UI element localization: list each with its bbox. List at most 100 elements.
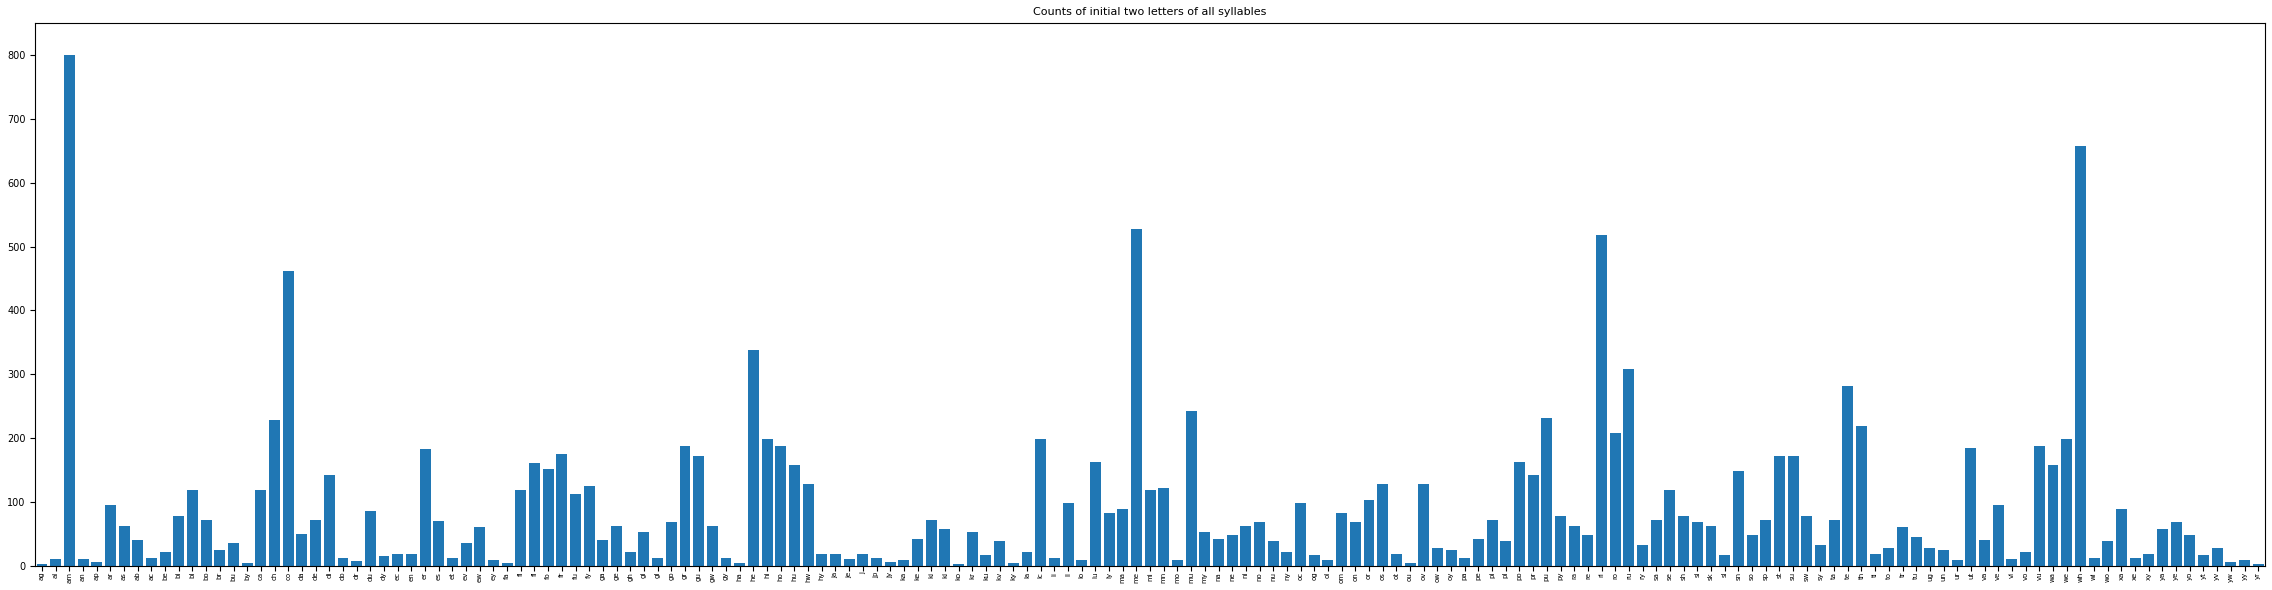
Bar (2033, 445, 2045, 566)
Bar (1679, 516, 1688, 566)
Bar (105, 505, 116, 566)
Bar (1322, 560, 1334, 566)
Bar (1952, 560, 1963, 566)
Bar (434, 521, 445, 566)
Bar (145, 558, 157, 566)
Bar (1993, 505, 2004, 566)
Bar (1788, 456, 1799, 566)
Bar (1050, 558, 1059, 566)
Bar (1897, 527, 1908, 566)
Bar (1597, 235, 1606, 566)
Bar (1693, 522, 1702, 566)
Bar (393, 554, 402, 566)
Bar (186, 490, 198, 566)
Bar (132, 540, 143, 566)
Bar (1091, 462, 1102, 566)
Bar (1241, 526, 1252, 566)
Bar (1924, 548, 1936, 566)
Bar (2254, 563, 2263, 566)
Bar (995, 541, 1004, 566)
Bar (1295, 503, 1306, 566)
Bar (1022, 552, 1031, 566)
Bar (1581, 535, 1593, 566)
Bar (2102, 541, 2113, 566)
Bar (1611, 433, 1620, 566)
Bar (325, 475, 334, 566)
Bar (720, 558, 732, 566)
Bar (475, 527, 486, 566)
Bar (1624, 369, 1634, 566)
Bar (829, 554, 841, 566)
Bar (761, 439, 772, 566)
Bar (2047, 465, 2058, 566)
Bar (1377, 484, 1388, 566)
Bar (1870, 554, 1881, 566)
Bar (1459, 558, 1470, 566)
Bar (968, 532, 977, 566)
Bar (91, 562, 102, 566)
Bar (802, 484, 813, 566)
Bar (379, 556, 389, 566)
Bar (1568, 526, 1579, 566)
Bar (1445, 550, 1456, 566)
Bar (870, 558, 882, 566)
Bar (1513, 462, 1525, 566)
Bar (1009, 563, 1018, 566)
Bar (200, 520, 211, 566)
Bar (1309, 555, 1320, 566)
Bar (1527, 475, 1538, 566)
Bar (1734, 471, 1745, 566)
Bar (268, 420, 279, 566)
Bar (707, 526, 718, 566)
Bar (982, 555, 991, 566)
Bar (1540, 418, 1552, 566)
Bar (1404, 563, 1415, 566)
Bar (693, 456, 704, 566)
Bar (1500, 541, 1511, 566)
Bar (1077, 560, 1088, 566)
Bar (1172, 560, 1184, 566)
Bar (1104, 513, 1116, 566)
Bar (2020, 552, 2031, 566)
Bar (666, 522, 677, 566)
Bar (954, 563, 963, 566)
Bar (897, 560, 909, 566)
Bar (734, 563, 745, 566)
Bar (1268, 541, 1279, 566)
Bar (1965, 448, 1977, 566)
Bar (1036, 439, 1045, 566)
Bar (2129, 558, 2140, 566)
Bar (77, 559, 89, 566)
Bar (2061, 439, 2072, 566)
Bar (543, 468, 554, 566)
Bar (352, 561, 361, 566)
Bar (339, 558, 348, 566)
Bar (1802, 516, 1813, 566)
Bar (2224, 562, 2236, 566)
Bar (214, 550, 225, 566)
Bar (1486, 520, 1497, 566)
Bar (1063, 503, 1072, 566)
Bar (1883, 548, 1895, 566)
Bar (502, 563, 513, 566)
Bar (1665, 490, 1674, 566)
Bar (816, 554, 827, 566)
Bar (420, 450, 429, 566)
Bar (1390, 554, 1402, 566)
Bar (1363, 500, 1375, 566)
Bar (2170, 522, 2181, 566)
Bar (1281, 552, 1293, 566)
Bar (1131, 229, 1143, 566)
Bar (2240, 560, 2249, 566)
Bar (788, 465, 800, 566)
Bar (2006, 559, 2018, 566)
Bar (282, 271, 293, 566)
Bar (241, 563, 252, 566)
Bar (911, 539, 922, 566)
Bar (1911, 537, 1922, 566)
Bar (884, 562, 895, 566)
Bar (775, 445, 786, 566)
Bar (1815, 545, 1827, 566)
Bar (516, 490, 527, 566)
Bar (36, 564, 48, 566)
